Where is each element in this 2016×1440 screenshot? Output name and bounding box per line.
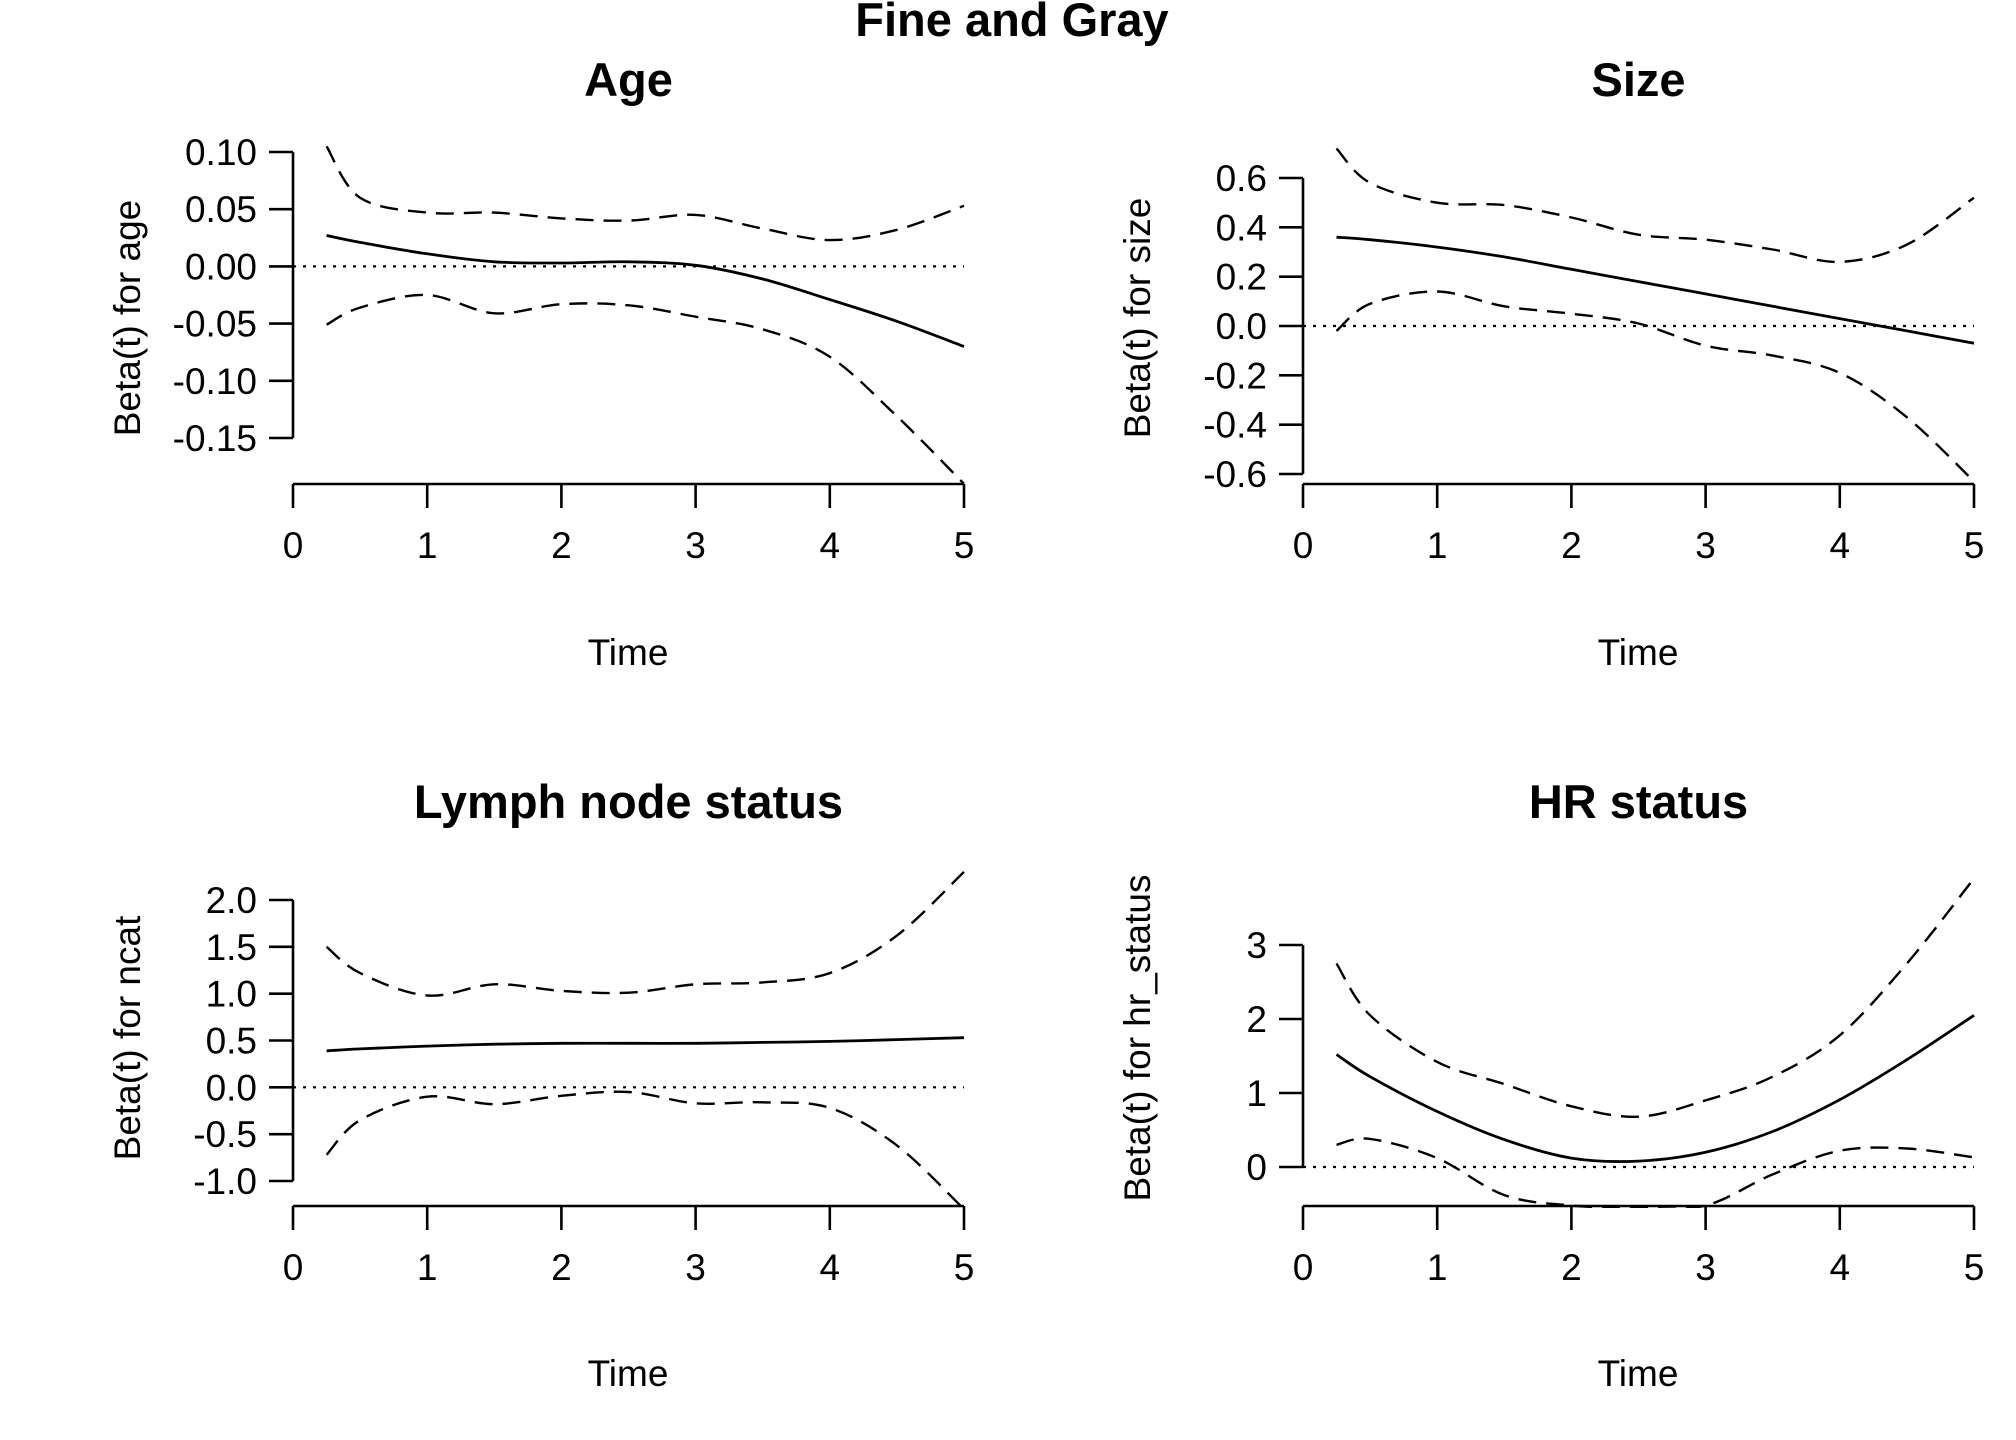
x-tick-label: 5 [1964,1247,1985,1288]
y-tick-label: 3 [1246,925,1267,966]
plot-area [1303,147,1975,483]
y-tick-label: 1 [1246,1073,1267,1114]
y-tick-label: 0.0 [206,1067,257,1108]
plot-area [1303,877,1975,1208]
y-tick-label: 2 [1246,999,1267,1040]
x-axis-label: Time [1598,1353,1679,1394]
y-tick-label: 0.2 [1216,257,1267,298]
series-line-estimate [1336,235,1975,345]
y-tick-label: -0.05 [173,304,257,345]
y-tick-label: 0.10 [185,132,257,173]
plot-area [293,145,965,485]
y-axis-label: Beta(t) for hr_status [1117,875,1158,1202]
x-tick-label: 5 [1964,525,1985,566]
x-tick-label: 5 [954,1247,975,1288]
y-axis-label: Beta(t) for size [1117,198,1158,439]
series-line-estimate [1335,1014,1975,1163]
series-line-lower [326,293,965,485]
figure-title: Fine and Gray [855,0,1168,46]
y-tick-label: -1.0 [193,1161,257,1202]
y-tick-label: 0.00 [185,246,257,287]
x-tick-label: 1 [417,1247,438,1288]
y-tick-label: -0.15 [173,418,257,459]
x-tick-label: 1 [1427,1247,1448,1288]
x-tick-label: 3 [685,525,706,566]
x-tick-label: 4 [820,1247,841,1288]
y-axis-label: Beta(t) for ncat [107,915,148,1160]
x-tick-label: 2 [551,1247,572,1288]
x-tick-label: 4 [1830,525,1851,566]
series-line-lower [325,1090,965,1208]
y-tick-label: 0.6 [1216,158,1267,199]
series-line-lower [1335,290,1975,483]
panel-title: Lymph node status [414,775,843,828]
y-axis-label: Beta(t) for age [107,200,148,437]
panel-title: Age [584,53,673,106]
x-tick-label: 4 [820,525,841,566]
series-line-lower [1336,1137,1975,1208]
x-tick-label: 0 [1293,1247,1314,1288]
series-line-estimate [326,234,965,348]
y-tick-label: 0.05 [185,189,257,230]
series-line-upper [325,145,965,242]
x-axis-label: Time [1598,632,1679,673]
y-tick-label: -0.10 [173,361,257,402]
x-tick-label: 4 [1830,1247,1851,1288]
series-line-upper [325,871,965,997]
series-line-upper [1335,147,1975,264]
y-tick-label: 0.5 [206,1021,257,1062]
panel-title: HR status [1529,775,1748,828]
y-tick-label: -0.2 [1203,355,1267,396]
y-tick-label: -0.6 [1203,454,1267,495]
panel-age: Age 0.10 0.05 0.00 -0.05 -0.10 -0.15 0 1 2 3 4 5 Time… [107,53,974,673]
x-axis-label: Time [588,632,669,673]
x-tick-label: 2 [1561,525,1582,566]
series-line-estimate [326,1036,965,1053]
x-tick-label: 1 [417,525,438,566]
y-tick-label: 2.0 [206,880,257,921]
y-tick-label: 1.0 [206,974,257,1015]
panel-lymph-node-status: Lymph node status 2.0 1.5 1.0 0.5 0.0 -0.5 -1.0… [107,775,974,1394]
x-tick-label: 0 [283,1247,304,1288]
x-tick-label: 1 [1427,525,1448,566]
x-tick-label: 5 [954,525,975,566]
y-tick-label: 0 [1246,1147,1267,1188]
y-tick-label: 0.0 [1216,306,1267,347]
y-tick-label: -0.5 [193,1114,257,1155]
y-tick-label: 0.4 [1216,207,1267,248]
x-axis-label: Time [588,1353,669,1394]
y-tick-label: -0.4 [1203,405,1267,446]
x-tick-label: 2 [1561,1247,1582,1288]
panel-title: Size [1591,53,1685,106]
series-line-upper [1335,877,1975,1118]
x-tick-label: 3 [1695,525,1716,566]
y-tick-label: 1.5 [206,927,257,968]
x-tick-label: 3 [1695,1247,1716,1288]
plot-area [293,871,965,1208]
x-tick-label: 0 [1293,525,1314,566]
x-tick-label: 2 [551,525,572,566]
panel-size: Size 0.6 0.4 0.2 0.0 -0.2 -0.4 -0.6 0 1 2 3 4 5 Time Be… [1117,53,1984,673]
x-tick-label: 3 [685,1247,706,1288]
panel-hr-status: HR status 3 2 1 0 0 1 2 3 4 5 Time Beta(t) for hr_st… [1117,775,1984,1394]
x-tick-label: 0 [283,525,304,566]
